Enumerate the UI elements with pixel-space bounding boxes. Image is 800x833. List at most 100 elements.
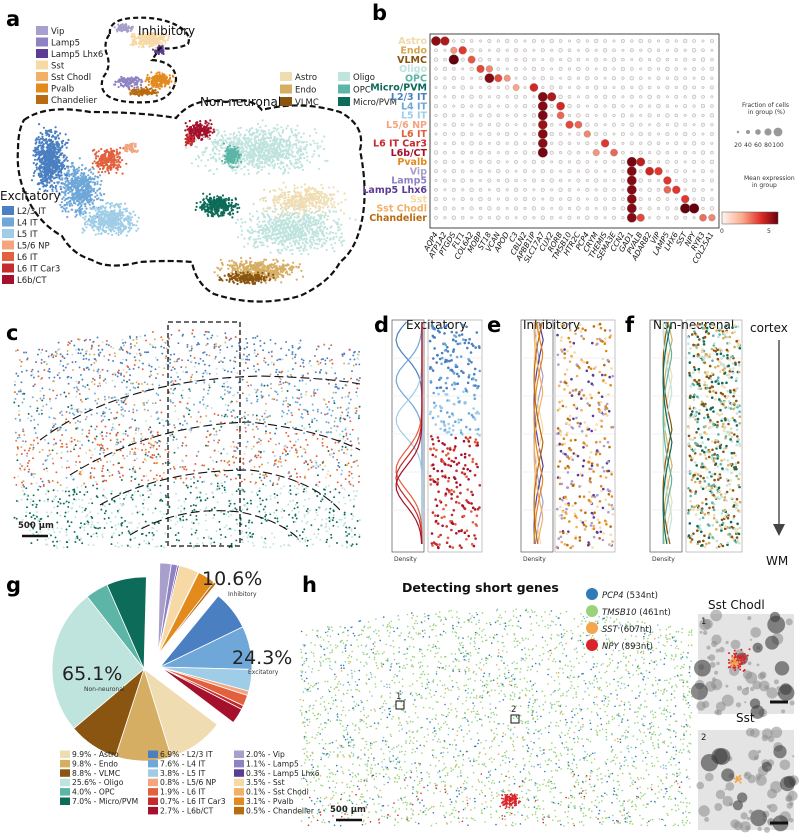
umap-point — [39, 144, 42, 147]
umap-point — [45, 130, 49, 133]
umap-point — [267, 172, 271, 175]
umap-point — [302, 152, 305, 155]
umap-point — [132, 210, 135, 213]
umap-point — [96, 207, 99, 211]
umap-point — [150, 77, 153, 80]
umap-point — [262, 244, 265, 247]
umap-point — [302, 140, 305, 144]
umap-point — [98, 159, 101, 162]
umap-point — [114, 217, 117, 220]
umap-point — [296, 138, 299, 141]
umap-point — [135, 82, 138, 85]
umap-point — [130, 36, 133, 39]
umap-point — [297, 191, 300, 194]
umap-point — [309, 207, 312, 210]
umap-point — [96, 194, 99, 197]
umap-point — [313, 128, 316, 131]
umap-point — [144, 80, 147, 83]
umap-point — [120, 216, 123, 220]
umap-point — [308, 244, 311, 247]
umap-point — [120, 79, 123, 82]
umap-point — [270, 131, 274, 134]
umap-point — [67, 210, 70, 213]
umap-point — [135, 88, 138, 91]
umap-point — [276, 162, 279, 165]
umap-point — [299, 150, 303, 153]
umap-point — [256, 148, 259, 152]
umap-point — [257, 234, 260, 238]
umap-point — [100, 218, 103, 221]
umap-point — [257, 237, 260, 240]
umap-point — [287, 156, 290, 159]
umap-point — [264, 159, 267, 162]
umap-point — [246, 242, 250, 245]
umap-point — [275, 224, 278, 227]
umap-point — [335, 235, 338, 238]
umap-point — [109, 206, 112, 209]
umap-point — [124, 83, 127, 87]
umap-point — [304, 226, 307, 229]
umap-point — [247, 169, 250, 172]
umap-point — [151, 89, 154, 92]
umap-point — [302, 200, 305, 203]
umap-point — [274, 138, 277, 141]
umap-point — [117, 233, 120, 236]
umap-point — [300, 163, 303, 166]
umap-point — [332, 210, 335, 213]
umap-point — [285, 204, 288, 208]
umap-point — [148, 92, 151, 95]
umap-point — [306, 159, 309, 162]
umap-point — [53, 151, 56, 154]
umap-point — [184, 144, 187, 147]
umap-point — [283, 214, 286, 217]
umap-point — [291, 213, 294, 216]
umap-point — [270, 136, 273, 139]
umap-point — [207, 137, 210, 140]
umap-point — [81, 164, 84, 167]
umap-point — [263, 162, 266, 165]
umap-point — [315, 190, 318, 193]
umap-point — [328, 238, 331, 241]
umap-point — [282, 162, 285, 165]
umap-point — [56, 157, 59, 160]
umap-point — [161, 75, 164, 78]
umap-point — [329, 226, 332, 229]
umap-point — [284, 194, 287, 197]
umap-point — [343, 192, 346, 195]
umap-point — [261, 137, 264, 141]
umap-point — [167, 36, 170, 40]
umap-point — [316, 222, 320, 225]
umap-point — [139, 83, 142, 86]
umap-point — [128, 229, 131, 232]
umap-point — [109, 215, 112, 218]
umap-point — [255, 128, 258, 131]
umap-point — [300, 136, 303, 139]
umap-point — [167, 80, 170, 83]
umap-point — [113, 149, 116, 153]
umap-point — [157, 31, 160, 34]
umap-point — [278, 145, 281, 148]
umap-point — [150, 87, 153, 90]
umap-point — [79, 214, 82, 217]
umap-point — [90, 171, 93, 174]
umap-point — [241, 146, 244, 149]
umap-point — [152, 78, 155, 82]
umap-point — [288, 219, 291, 223]
umap-point — [326, 218, 329, 221]
umap-point — [322, 147, 326, 151]
umap-point — [273, 207, 277, 210]
umap-point — [162, 50, 165, 53]
umap-point — [314, 205, 317, 208]
umap-point — [41, 145, 45, 148]
umap-point — [288, 142, 292, 146]
umap-point — [296, 216, 299, 219]
umap-point — [102, 220, 105, 223]
umap-point — [150, 71, 153, 74]
umap-point — [99, 198, 102, 202]
umap-point — [329, 199, 332, 202]
umap-point — [42, 185, 45, 188]
umap-point — [255, 210, 258, 213]
umap-point — [288, 217, 291, 220]
umap-point — [305, 237, 308, 240]
umap-point — [292, 240, 295, 243]
